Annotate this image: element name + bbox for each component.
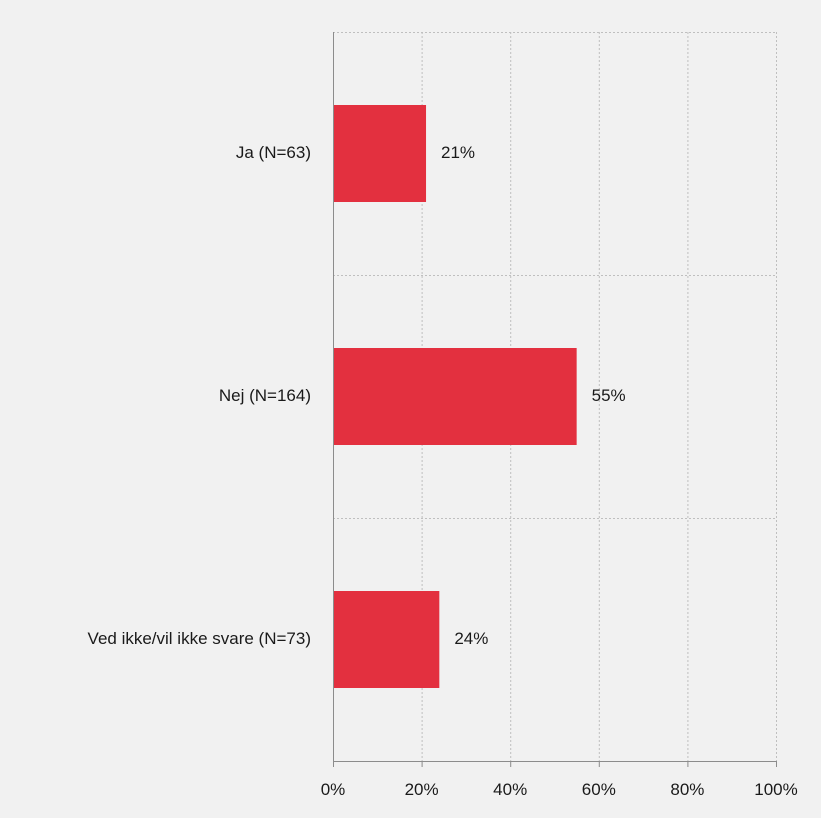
x-tick-label: 80% <box>670 780 704 799</box>
bars <box>333 105 577 688</box>
data-label: 21% <box>441 143 475 162</box>
x-tick-label: 0% <box>321 780 346 799</box>
category-label: Nej (N=164) <box>219 386 311 405</box>
x-axis: 0% 20% 40% 60% 80% 100% <box>321 32 798 799</box>
data-label: 55% <box>592 386 626 405</box>
x-tick-label: 40% <box>493 780 527 799</box>
x-tick-label: 60% <box>582 780 616 799</box>
category-label: Ved ikke/vil ikke svare (N=73) <box>88 629 311 648</box>
labels: Ja (N=63) 21% Nej (N=164) 55% Ved ikke/vil i… <box>88 143 626 648</box>
x-tick-label: 100% <box>754 780 797 799</box>
bar <box>333 348 577 445</box>
category-label: Ja (N=63) <box>236 143 311 162</box>
bar <box>333 105 427 202</box>
bar <box>333 591 440 688</box>
data-label: 24% <box>454 629 488 648</box>
x-tick-label: 20% <box>405 780 439 799</box>
